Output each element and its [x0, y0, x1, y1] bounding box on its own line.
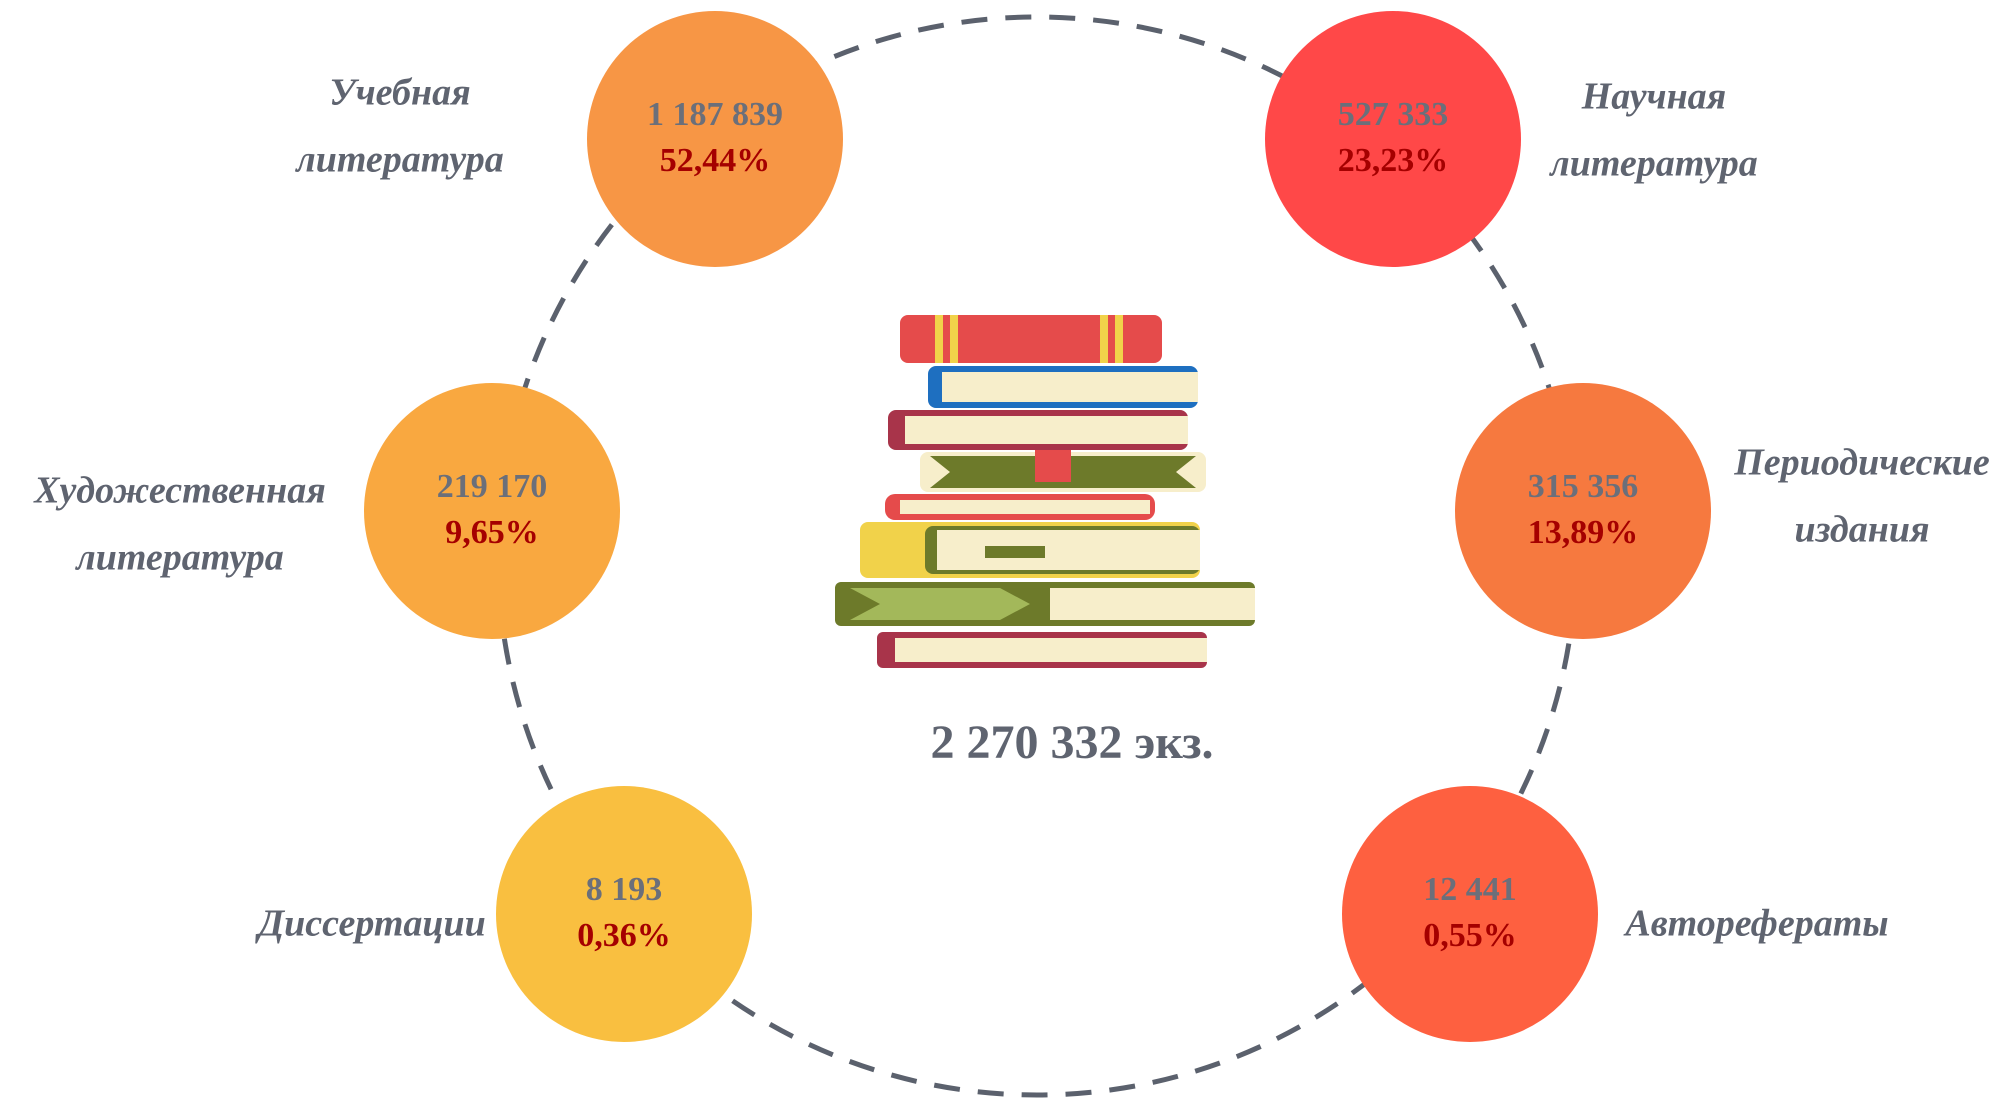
books-illustration: [835, 315, 1255, 668]
percent: 0,36%: [577, 917, 671, 954]
count: 219 170: [437, 468, 548, 505]
category-label: литература: [1548, 143, 1758, 185]
percent: 9,65%: [445, 514, 539, 551]
category-circle: [587, 11, 843, 267]
percent: 52,44%: [660, 142, 771, 179]
count: 8 193: [586, 871, 663, 908]
category-label: издания: [1794, 509, 1929, 551]
category-label: Художественная: [33, 470, 326, 512]
percent: 13,89%: [1528, 514, 1639, 551]
category-label: Диссертации: [255, 903, 486, 945]
category-circle: [364, 383, 620, 639]
category-circle: [1342, 786, 1598, 1042]
category-label: литература: [74, 537, 284, 579]
category-label: Авторефераты: [1623, 903, 1888, 945]
category-label: Периодические: [1733, 442, 1990, 484]
category-label: Научная: [1581, 76, 1727, 118]
percent: 23,23%: [1338, 142, 1449, 179]
count: 527 333: [1338, 96, 1449, 133]
count: 1 187 839: [647, 96, 783, 133]
category-circle: [1265, 11, 1521, 267]
category-label: литература: [294, 139, 504, 181]
category-circle: [1455, 383, 1711, 639]
count: 12 441: [1423, 871, 1517, 908]
total: 2 270 332 экз.: [930, 716, 1213, 769]
percent: 0,55%: [1423, 917, 1517, 954]
category-label: Учебная: [329, 72, 470, 114]
count: 315 356: [1528, 468, 1639, 505]
category-circle: [496, 786, 752, 1042]
infographic: 2 270 332 экз. 1 187 839 52,44% Учебная лит…: [0, 0, 2013, 1098]
